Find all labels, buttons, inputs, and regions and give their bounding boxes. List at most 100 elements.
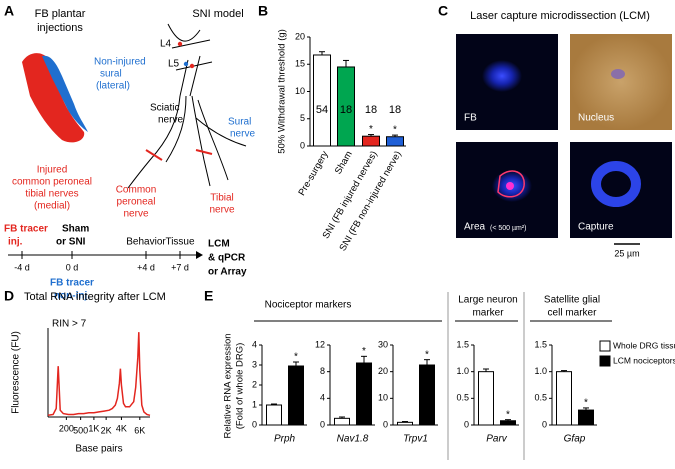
- panel-label: E: [204, 288, 213, 304]
- timeline-label: Tissue: [165, 237, 195, 248]
- drg-dot: [183, 61, 189, 67]
- x-axis-label: Trpv1: [403, 434, 428, 445]
- significance-marker: *: [369, 124, 373, 135]
- timeline-tick: +4 d: [137, 262, 155, 272]
- y-tick-label: 0: [464, 419, 469, 429]
- x-tick-label: Sham: [333, 149, 355, 176]
- root-label: L4: [160, 39, 172, 50]
- legend-swatch: [599, 355, 611, 367]
- timeline-label: LCM: [208, 239, 230, 250]
- group-header: cell marker: [548, 308, 598, 319]
- y-tick-label: 8: [320, 366, 325, 376]
- timeline-label: Sham: [62, 224, 89, 235]
- x-tick-label: 6K: [134, 425, 145, 435]
- image-cell: [482, 60, 522, 92]
- nerve-label: nerve: [209, 205, 234, 216]
- significance-marker: *: [584, 398, 588, 409]
- bar: [478, 371, 494, 426]
- y-tick-label: 1.5: [456, 339, 469, 349]
- y-tick-label: 10: [295, 86, 305, 96]
- bar: [556, 371, 572, 426]
- x-axis-label: Parv: [486, 434, 508, 445]
- bar: [397, 421, 413, 426]
- n-label: 18: [340, 104, 352, 116]
- y-tick-label: 0: [300, 140, 305, 150]
- panel-label: D: [4, 288, 14, 304]
- nerve-label: Non-injured: [94, 57, 146, 68]
- bar: [578, 409, 594, 426]
- drg-dot: [189, 63, 195, 69]
- x-tick-label: 500: [73, 425, 88, 435]
- y-tick-label: 5: [300, 113, 305, 123]
- bar: [419, 364, 435, 426]
- y-tick-label: 10: [378, 393, 388, 403]
- y-axis-label: Fluorescence (FU): [11, 331, 22, 414]
- n-label: 18: [389, 104, 401, 116]
- y-tick-label: 20: [378, 366, 388, 376]
- scale-label: 25 µm: [614, 248, 639, 258]
- n-label: 18: [365, 104, 377, 116]
- image-cell: [591, 161, 641, 207]
- y-tick-label: 2: [252, 379, 257, 389]
- x-tick-label: 1K: [88, 423, 99, 433]
- nerve-drawing: [127, 23, 247, 189]
- y-tick-label: 1.5: [534, 339, 547, 349]
- y-tick-label: 0: [383, 419, 388, 429]
- y-axis-label: 50% Withdrawal threshold (g): [277, 29, 288, 154]
- ligation: [195, 149, 213, 155]
- x-tick-label: 4K: [116, 423, 127, 433]
- timeline-label: or SNI: [56, 237, 86, 248]
- image-label: Nucleus: [578, 113, 614, 124]
- n-label: 54: [316, 104, 328, 116]
- bar: [362, 135, 380, 147]
- nerve-label: (lateral): [96, 81, 130, 92]
- timeline-arrow: [196, 251, 203, 259]
- trace: [47, 332, 151, 417]
- nerve-label: Injured: [37, 165, 68, 176]
- x-tick-label: 2K: [101, 425, 112, 435]
- y-tick-label: 0.5: [534, 393, 547, 403]
- image-label: Capture: [578, 222, 614, 233]
- y-tick-label: 20: [295, 31, 305, 41]
- timeline-tick: -4 d: [14, 262, 30, 272]
- bar: [313, 54, 331, 147]
- image-capture: [570, 142, 672, 238]
- significance-marker: *: [506, 409, 510, 420]
- image-note: (< 500 µm²): [490, 225, 527, 232]
- x-axis-label: Base pairs: [75, 444, 122, 455]
- y-axis-label: (Fold of whole DRG): [235, 343, 246, 430]
- panel-title: Total RNA integrity after LCM: [24, 291, 166, 303]
- timeline-label: inj.: [8, 237, 23, 248]
- diagram-title: injections: [37, 22, 83, 34]
- y-tick-label: 4: [252, 339, 257, 349]
- timeline-label: or Array: [208, 267, 247, 278]
- group-header: Satellite glial: [544, 295, 600, 306]
- image-label: FB: [464, 113, 477, 124]
- y-tick-label: 12: [315, 339, 325, 349]
- y-tick-label: 1.0: [456, 366, 469, 376]
- y-axis-label: Relative RNA expression: [223, 333, 234, 438]
- diagram-title: SNI model: [192, 8, 243, 20]
- x-axis-label: Nav1.8: [337, 434, 369, 445]
- root-label: L5: [168, 59, 180, 70]
- ligation: [145, 149, 163, 161]
- legend-swatch: [599, 340, 611, 352]
- legend-label: LCM nociceptors: [613, 355, 675, 365]
- group-header: Large neuron: [458, 295, 518, 306]
- annotation: RIN > 7: [52, 319, 87, 330]
- bar: [356, 362, 372, 426]
- nerve-label: nerve: [123, 209, 148, 220]
- group-header: marker: [472, 308, 504, 319]
- image-nucleus: [570, 34, 672, 130]
- bar: [266, 404, 282, 426]
- nerve-label: Sural: [228, 117, 251, 128]
- timeline-tick: 0 d: [66, 262, 79, 272]
- timeline-label: Behavior: [126, 237, 166, 248]
- timeline-ticks: [21, 251, 181, 259]
- foot-drawing: [22, 53, 85, 143]
- y-tick-label: 0: [542, 419, 547, 429]
- image-label: Area: [464, 222, 486, 233]
- legend-label: Whole DRG tissue: [613, 340, 675, 350]
- diagram-title: FB plantar: [35, 8, 86, 20]
- group-header: Nociceptor markers: [265, 300, 352, 311]
